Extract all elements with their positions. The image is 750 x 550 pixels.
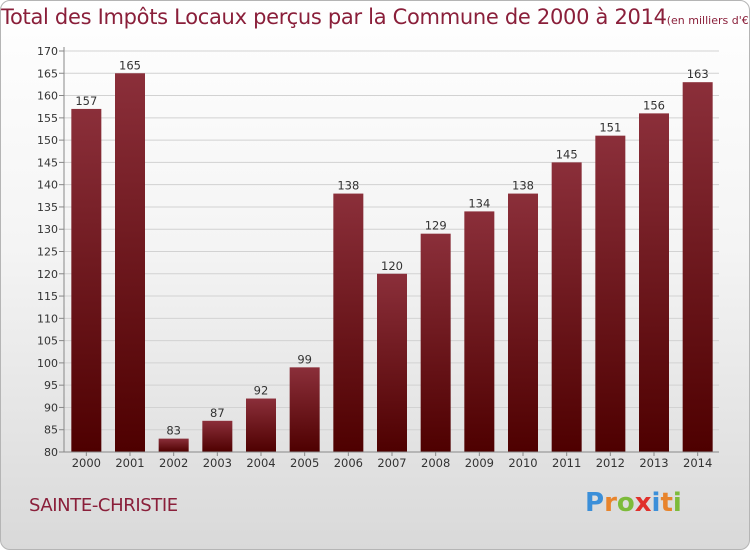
y-tick-label: 105 (37, 335, 58, 348)
x-tick-label-2007: 2007 (377, 456, 406, 470)
x-tick-label-2002: 2002 (159, 456, 188, 470)
title-unit: (en milliers d'€) (666, 14, 750, 27)
y-tick-label: 85 (44, 424, 58, 437)
bar-2001 (115, 73, 145, 453)
x-tick-label-2013: 2013 (639, 456, 668, 470)
bar-layer: 157 165 83 87 92 99 138 120 129 134 138 145 151 156 16… (71, 58, 713, 453)
y-tick-label: 115 (37, 290, 58, 303)
bar-2005 (289, 367, 320, 452)
data-label-2005: 99 (297, 352, 312, 366)
y-tick-label: 100 (37, 357, 58, 370)
y-tick-label: 80 (44, 446, 58, 459)
x-tick-label-2008: 2008 (421, 456, 450, 470)
data-label-2006: 138 (337, 179, 359, 193)
y-tick-label: 90 (44, 401, 58, 414)
x-tick-label-2011: 2011 (552, 456, 581, 470)
data-label-2001: 165 (119, 58, 141, 72)
x-tick-label-2006: 2006 (334, 456, 363, 470)
title-main: Total des Impôts Locaux perçus par la Co… (1, 5, 667, 29)
y-tick-label: 135 (37, 201, 58, 214)
logo-letter: i (672, 488, 682, 518)
bar-2010 (508, 193, 538, 453)
data-label-2007: 120 (381, 259, 403, 273)
bar-2000 (71, 108, 102, 452)
y-tick-label: 160 (37, 90, 58, 103)
bar-2006 (333, 193, 364, 453)
axis-layer: 8085909510010511011512012513013514014515… (37, 45, 719, 470)
logo-letter: r (604, 488, 617, 518)
x-tick-label-2004: 2004 (246, 456, 275, 470)
x-tick-label-2014: 2014 (683, 456, 712, 470)
data-label-2014: 163 (687, 67, 709, 81)
bar-2004 (246, 398, 276, 452)
data-label-2012: 151 (599, 121, 621, 135)
data-label-2010: 138 (512, 179, 534, 193)
data-label-2000: 157 (75, 94, 97, 108)
logo-letter: o (616, 488, 635, 518)
y-tick-label: 95 (44, 379, 58, 392)
data-label-2013: 156 (643, 98, 665, 112)
x-tick-label-2010: 2010 (508, 456, 537, 470)
y-tick-label: 150 (37, 134, 58, 147)
bar-2007 (377, 273, 407, 452)
y-tick-label: 145 (37, 156, 58, 169)
x-tick-label-2012: 2012 (596, 456, 625, 470)
logo-letter: t (660, 488, 673, 518)
data-label-2011: 145 (556, 147, 578, 161)
bar-2003 (202, 420, 233, 452)
bar-2009 (464, 211, 495, 452)
logo-letter: x (634, 488, 652, 518)
x-tick-label-2000: 2000 (72, 456, 101, 470)
y-tick-label: 130 (37, 223, 58, 236)
data-label-2008: 129 (425, 219, 447, 233)
bar-2008 (420, 233, 451, 452)
y-tick-label: 140 (37, 179, 58, 192)
y-tick-label: 110 (37, 312, 58, 325)
data-label-2003: 87 (210, 406, 225, 420)
y-tick-label: 165 (37, 67, 58, 80)
y-tick-label: 125 (37, 246, 58, 259)
data-label-2004: 92 (254, 384, 269, 398)
bar-2014 (682, 82, 713, 452)
x-tick-label-2009: 2009 (465, 456, 494, 470)
proxiti-logo[interactable]: Proxiti (585, 488, 682, 518)
logo-letter: i (651, 488, 661, 518)
commune-name: SAINTE-CHRISTIE (29, 495, 178, 516)
logo-letter: P (585, 488, 605, 518)
y-tick-label: 120 (37, 268, 58, 281)
bar-2013 (639, 113, 669, 452)
y-tick-label: 155 (37, 112, 58, 125)
bar-2002 (158, 438, 189, 452)
y-tick-label: 170 (37, 45, 58, 58)
x-tick-label-2001: 2001 (115, 456, 144, 470)
bar-2011 (551, 162, 582, 452)
x-tick-label-2005: 2005 (290, 456, 319, 470)
x-tick-label-2003: 2003 (203, 456, 232, 470)
chart-title: Total des Impôts Locaux perçus par la Co… (1, 5, 750, 29)
data-label-2009: 134 (468, 196, 490, 210)
data-label-2002: 83 (166, 424, 181, 438)
bar-2012 (595, 135, 626, 452)
